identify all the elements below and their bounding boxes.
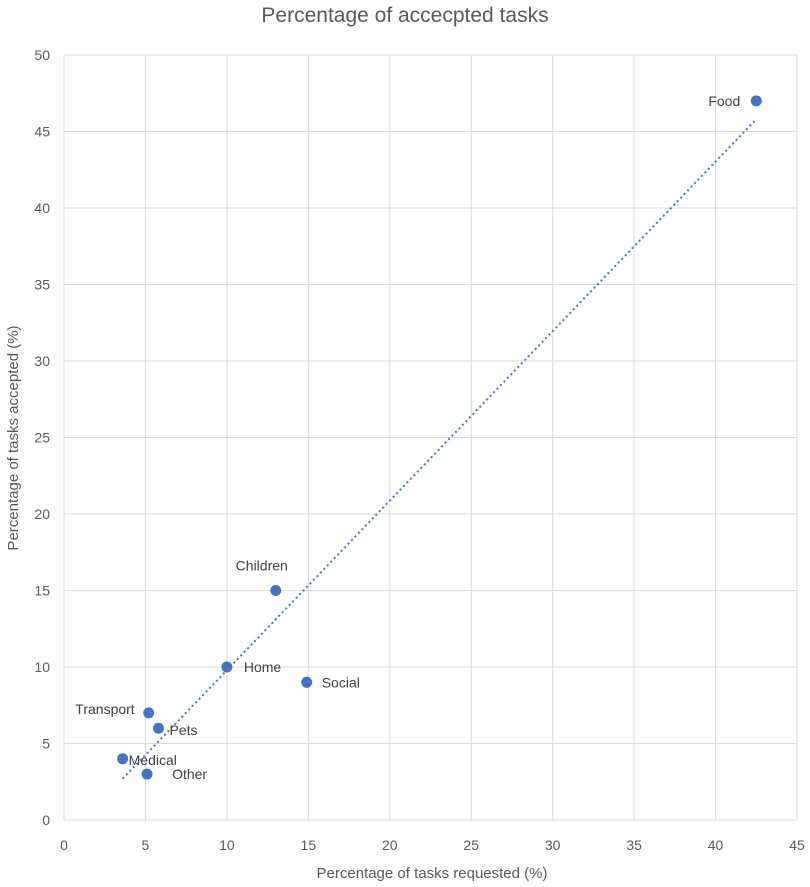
- y-tick-label: 0: [42, 812, 50, 828]
- y-tick-label: 15: [34, 583, 50, 599]
- x-tick-label: 15: [301, 837, 317, 853]
- data-point-transport: [143, 707, 155, 719]
- data-point-social: [301, 676, 313, 688]
- y-tick-label: 50: [34, 47, 50, 63]
- data-label-medical: Medical: [129, 752, 177, 768]
- data-points: Food Children Home Social Transport Pets Medic…: [75, 93, 762, 782]
- chart-title: Percentage of accecpted tasks: [261, 4, 548, 27]
- data-point-medical: [117, 753, 129, 765]
- x-tick-label: 10: [219, 837, 235, 853]
- y-tick-label: 5: [42, 736, 50, 752]
- y-tick-label: 10: [34, 659, 50, 675]
- data-point-children: [270, 585, 282, 596]
- data-label-children: Children: [236, 558, 288, 574]
- y-axis-title: Percentage of tasks accepted (%): [5, 325, 22, 550]
- x-tick-label: 0: [60, 837, 68, 853]
- data-label-pets: Pets: [169, 722, 197, 738]
- x-tick-label: 5: [142, 837, 150, 853]
- y-tick-label: 35: [34, 277, 50, 293]
- trendline: [121, 118, 757, 780]
- grid: [63, 54, 798, 821]
- x-tick-label: 40: [708, 837, 724, 853]
- y-tick-label: 30: [34, 353, 50, 369]
- data-label-transport: Transport: [75, 701, 135, 717]
- x-tick-label: 20: [382, 837, 398, 853]
- data-point-other: [141, 768, 153, 780]
- data-label-other: Other: [172, 766, 207, 782]
- x-tick-label: 45: [789, 837, 805, 853]
- data-label-food: Food: [708, 93, 740, 109]
- tick-labels: 0 5 10 15 20 25 30 35 40 45 0 5 10 15 20 25 30 35 40 45 50: [34, 47, 805, 853]
- data-point-pets: [152, 722, 164, 734]
- y-tick-label: 20: [34, 506, 50, 522]
- x-axis-title: Percentage of tasks requested (%): [317, 865, 548, 882]
- x-tick-label: 25: [463, 837, 479, 853]
- x-tick-label: 35: [626, 837, 642, 853]
- y-tick-label: 25: [34, 430, 50, 446]
- x-tick-label: 30: [545, 837, 561, 853]
- data-label-home: Home: [244, 659, 282, 675]
- data-label-social: Social: [322, 674, 360, 690]
- trendline-group: [121, 118, 757, 780]
- y-tick-label: 40: [34, 200, 50, 216]
- data-point-home: [221, 661, 233, 673]
- y-tick-label: 45: [34, 124, 50, 140]
- data-point-food: [750, 95, 762, 107]
